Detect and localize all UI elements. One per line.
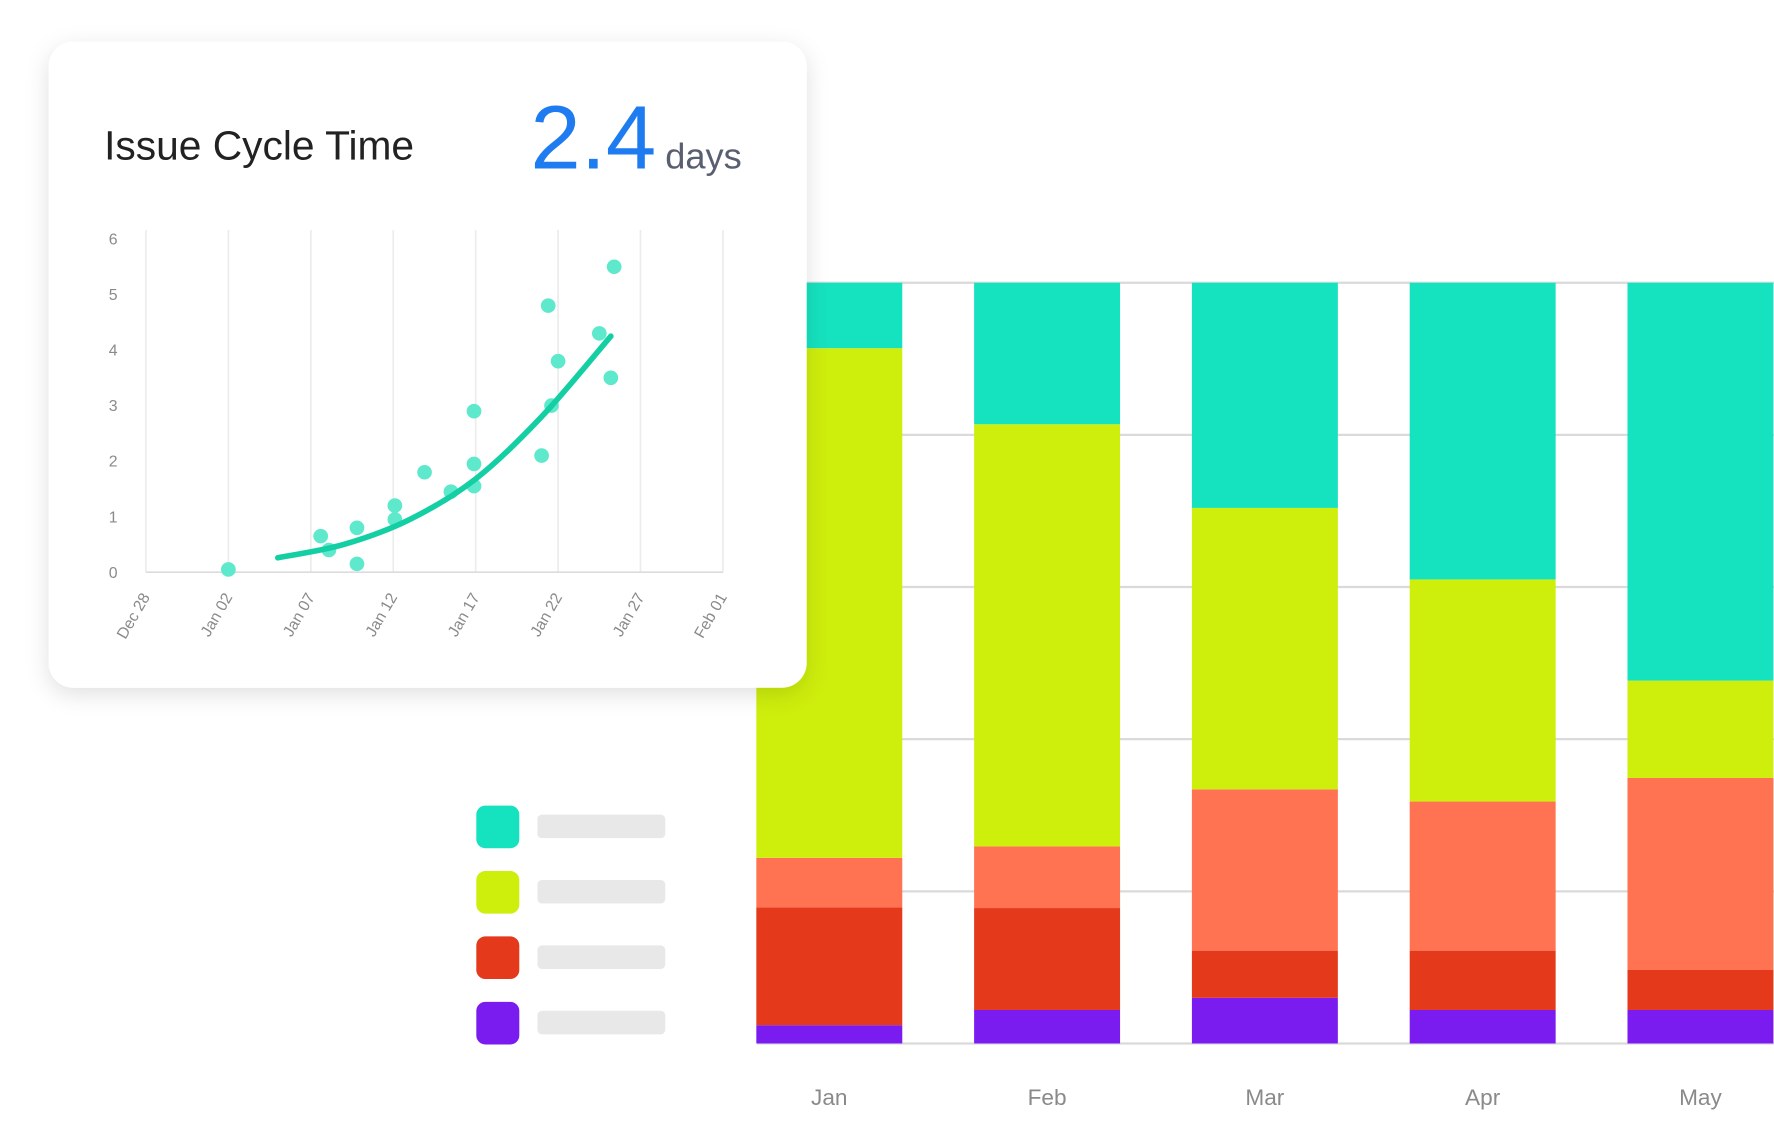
bar-segment	[756, 1025, 903, 1044]
scatter-point	[417, 464, 432, 480]
legend-swatch	[476, 805, 520, 849]
bar-segment	[974, 846, 1121, 909]
bar-segment	[1409, 801, 1556, 951]
x-tick-label: Mar	[1245, 1085, 1284, 1110]
bar-segment	[1627, 680, 1774, 778]
bar-segment	[1627, 777, 1774, 970]
bar-segment	[1409, 579, 1556, 802]
bar-segment	[974, 1009, 1121, 1044]
bar-segment	[1191, 789, 1338, 951]
scatter-point	[349, 556, 365, 572]
bar-segment	[1627, 282, 1774, 681]
kpi-unit: days	[665, 135, 741, 176]
bar-segment	[1627, 1009, 1774, 1044]
bar-segment	[1409, 950, 1556, 1010]
legend-placeholder	[537, 814, 666, 839]
y-tick-label: 4	[109, 343, 118, 360]
bar-segment	[1191, 950, 1338, 998]
legend-placeholder	[537, 1010, 666, 1035]
cycle-time-card: Issue Cycle Time 2.4 days Dec 28 Jan 02 Ja…	[48, 41, 807, 688]
y-tick-label: 1	[109, 509, 118, 526]
kpi-value: 2.4	[530, 88, 656, 189]
scatter-point	[313, 528, 329, 544]
bar-segment	[756, 907, 903, 1026]
scatter-point	[603, 370, 619, 386]
y-tick-label: 3	[109, 398, 118, 415]
y-tick-label: 2	[109, 454, 118, 471]
bar-segment	[1191, 997, 1338, 1044]
legend-placeholder	[537, 879, 666, 904]
y-tick-label: 5	[109, 287, 118, 304]
bar-segment	[1409, 282, 1556, 580]
scatter-point	[534, 448, 549, 463]
x-tick-label: Feb	[1028, 1085, 1067, 1110]
x-tick-label: Jan	[811, 1085, 847, 1110]
x-tick-label: Apr	[1465, 1085, 1501, 1110]
card-background	[48, 41, 807, 688]
x-tick-label: May	[1679, 1085, 1722, 1110]
y-tick-label: 6	[109, 232, 118, 249]
scatter-point	[221, 562, 236, 577]
bar-segment	[1191, 507, 1338, 790]
legend-placeholder	[537, 945, 666, 969]
legend	[476, 805, 666, 1045]
scatter-point	[591, 326, 607, 341]
scatter-point	[349, 520, 365, 536]
bar-segment	[756, 857, 903, 908]
legend-swatch	[476, 871, 520, 914]
scatter-point	[540, 298, 556, 313]
legend-swatch	[476, 1001, 520, 1045]
legend-swatch	[476, 936, 520, 980]
scatter-point	[466, 456, 482, 472]
scatter-point	[387, 498, 403, 513]
bar-segment	[1409, 1009, 1556, 1044]
scatter-point	[550, 353, 566, 369]
bar-segment	[974, 424, 1121, 847]
card-title: Issue Cycle Time	[104, 122, 414, 168]
scatter-point	[606, 259, 622, 275]
trend-line	[275, 333, 614, 561]
bar-segment	[974, 908, 1121, 1010]
bar-segment	[1191, 282, 1338, 508]
stacked-bar-chart: Jan Feb Mar Apr May	[756, 281, 1774, 1110]
scatter-point	[466, 403, 482, 419]
bar-segment	[974, 282, 1121, 425]
y-tick-label: 0	[109, 565, 118, 582]
bar-segment	[1627, 969, 1774, 1010]
